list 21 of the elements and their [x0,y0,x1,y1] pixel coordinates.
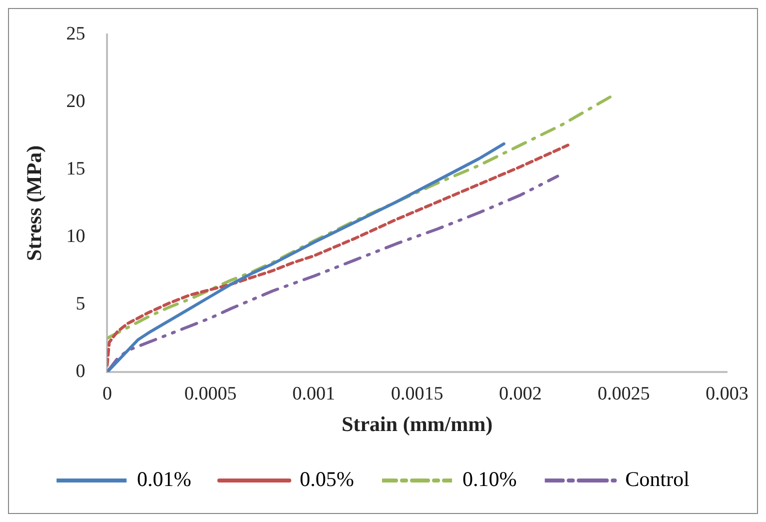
y-tick-label: 5 [76,293,86,314]
legend-label: 0.10% [462,467,517,492]
legend-label: Control [625,467,690,492]
line-series [107,144,570,367]
y-tick-label: 0 [76,360,86,382]
legend-label: 0.01% [137,467,192,492]
legend-label: 0.05% [300,467,354,492]
y-tick-label: 20 [66,90,86,112]
y-axis-title: Stress (MPa) [22,145,46,262]
x-axis-title: Strain (mm/mm) [342,412,493,436]
x-tick-label: 0.0015 [390,383,444,404]
x-tick-label: 0.0025 [598,383,650,404]
x-tick-label: 0.0005 [184,383,237,404]
x-tick-label: 0.002 [499,383,542,404]
x-tick-label: 0.001 [292,383,336,404]
x-tick-label: 0.003 [706,383,748,404]
chart-frame: Strain (mm/mm) Stress (MPa) 0.01% 0.05% 0.10% Control 0 0.0005 0.001 0.0015 0.002 0.0025 0.003 0 5 10 15 20 25 [8,8,758,514]
x-tick-label: 0 [102,383,112,404]
y-tick-label: 10 [66,226,86,247]
y-tick-label: 25 [66,23,86,44]
y-tick-label: 15 [66,158,86,180]
